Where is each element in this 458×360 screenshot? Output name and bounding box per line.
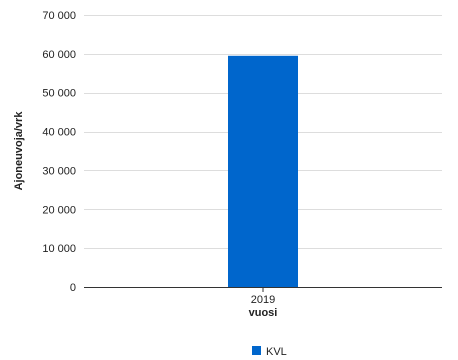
y-tick-label: 40 000 (42, 127, 76, 139)
y-axis-title: Ajoneuvoja/vrk (13, 111, 25, 191)
legend-swatch-kvl (252, 346, 261, 355)
y-axis-ticks: 0 10 000 20 000 30 000 40 000 50 000 60 000 70 … (42, 10, 76, 294)
bars (228, 55, 298, 287)
legend-label-kvl: KVL (266, 346, 287, 358)
y-tick-label: 70 000 (42, 10, 76, 22)
legend: KVL (252, 346, 287, 358)
x-axis-ticks: 2019 (251, 287, 275, 306)
bar-kvl-2019 (228, 55, 298, 287)
y-tick-label: 10 000 (42, 243, 76, 255)
x-tick-label: 2019 (251, 294, 275, 306)
y-tick-label: 30 000 (42, 165, 76, 177)
y-tick-label: 60 000 (42, 49, 76, 61)
x-axis-title: vuosi (249, 307, 278, 319)
y-tick-label: 0 (70, 282, 76, 294)
y-tick-label: 20 000 (42, 204, 76, 216)
y-tick-label: 50 000 (42, 88, 76, 100)
